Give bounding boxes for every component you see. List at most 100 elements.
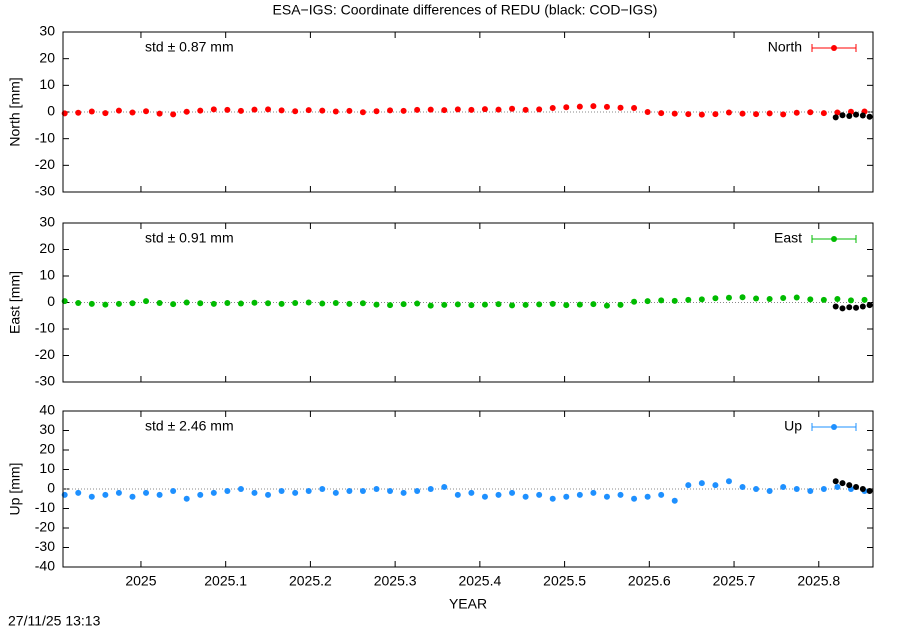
data-point [685, 111, 692, 118]
data-point [685, 482, 692, 489]
data-point [183, 108, 190, 115]
data-point [853, 484, 860, 491]
x-tick-label: 2025.8 [797, 573, 840, 589]
annotation: std ± 0.87 mm [145, 39, 234, 55]
data-point [725, 294, 732, 301]
data-point [237, 300, 244, 307]
data-point [847, 297, 854, 304]
legend-symbol [831, 45, 837, 51]
data-point [387, 302, 394, 309]
data-point [251, 106, 258, 113]
data-point [685, 296, 692, 303]
data-point [712, 111, 719, 118]
data-point [454, 106, 461, 113]
data-point [224, 106, 231, 113]
data-point [156, 491, 163, 498]
data-point [820, 110, 827, 117]
data-point [305, 487, 312, 494]
data-point [75, 300, 82, 307]
data-point [143, 489, 150, 496]
data-point [807, 109, 814, 116]
data-point [644, 298, 651, 305]
data-point [739, 110, 746, 117]
data-point [658, 110, 665, 117]
data-point [170, 111, 177, 118]
data-point [210, 489, 217, 496]
data-point [265, 491, 272, 498]
y-tick-label: 0 [47, 480, 55, 496]
data-point [576, 103, 583, 110]
data-point [644, 493, 651, 500]
data-point [563, 104, 570, 111]
data-point [590, 301, 597, 308]
y-tick-label: 30 [39, 421, 55, 437]
data-point [129, 493, 136, 500]
x-tick-label: 2025.5 [543, 573, 586, 589]
y-tick-label: -30 [35, 538, 55, 554]
data-point [224, 487, 231, 494]
data-point [332, 489, 339, 496]
data-point [102, 491, 109, 498]
data-point [631, 495, 638, 502]
data-point [617, 104, 624, 111]
data-point [590, 103, 597, 110]
data-point [183, 495, 190, 502]
data-point [414, 106, 421, 113]
data-point [766, 110, 773, 117]
data-point [576, 301, 583, 308]
data-point [237, 486, 244, 492]
data-point [832, 478, 839, 485]
data-point [807, 296, 814, 303]
y-axis-label: Up [mm] [7, 463, 23, 516]
data-point [88, 300, 95, 307]
data-point [373, 486, 380, 492]
data-point [631, 298, 638, 305]
y-tick-label: -30 [35, 373, 55, 389]
data-point [115, 107, 122, 114]
data-point [427, 302, 434, 309]
data-point [441, 107, 448, 114]
data-point [644, 109, 651, 115]
data-point [481, 301, 488, 308]
x-tick-label: 2025.4 [458, 573, 501, 589]
y-tick-label: -10 [35, 499, 55, 515]
data-point [210, 106, 217, 113]
data-point [739, 484, 746, 491]
y-tick-label: 20 [39, 240, 55, 256]
data-point [129, 300, 136, 307]
data-point [346, 487, 353, 494]
data-point [846, 113, 853, 119]
data-point [237, 107, 244, 114]
data-point [563, 302, 570, 309]
data-point [576, 491, 583, 498]
x-tick-label: 2025.2 [289, 573, 332, 589]
data-point [780, 294, 787, 301]
data-point [839, 480, 846, 487]
y-tick-label: 30 [39, 23, 55, 39]
data-point [793, 486, 800, 492]
legend-label: East [774, 230, 802, 246]
data-point [549, 300, 556, 307]
data-point [698, 296, 705, 303]
data-point [549, 495, 556, 502]
data-point [319, 107, 326, 114]
data-point [793, 294, 800, 301]
data-point [658, 297, 665, 304]
data-point [866, 487, 873, 494]
data-point [536, 301, 543, 308]
y-tick-label: -20 [35, 519, 55, 535]
data-point [346, 300, 353, 307]
data-point [671, 110, 678, 117]
data-point [712, 482, 719, 489]
data-point [156, 300, 163, 307]
data-point [866, 113, 873, 120]
data-point [793, 109, 800, 116]
data-point [522, 301, 529, 308]
data-point [332, 300, 339, 307]
data-point [725, 478, 732, 485]
y-tick-label: 0 [47, 293, 55, 309]
data-point [197, 300, 204, 307]
data-point [739, 294, 746, 301]
y-tick-label: -10 [35, 129, 55, 145]
